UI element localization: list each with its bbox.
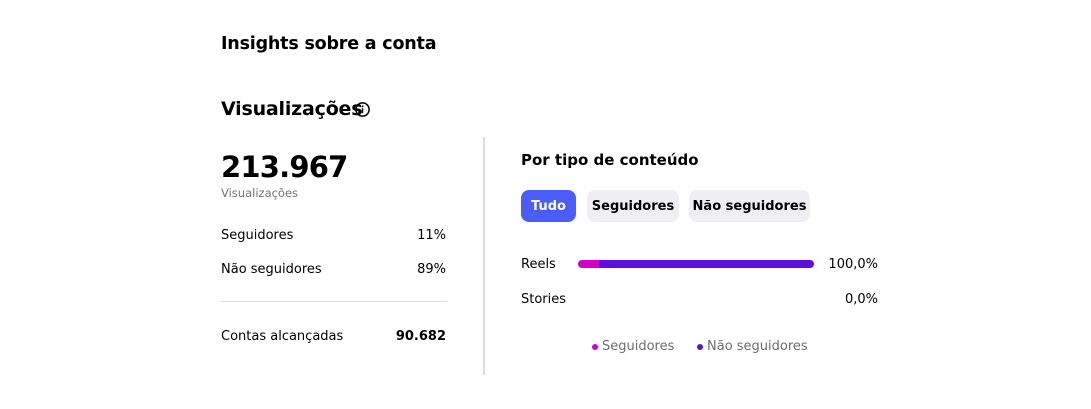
followers-value: 11% bbox=[417, 228, 446, 243]
legend-dot-non-followers bbox=[697, 343, 703, 350]
legend-followers: Seguidores bbox=[592, 339, 674, 354]
stories-label: Stories bbox=[521, 292, 567, 307]
reels-bar-followers bbox=[578, 260, 600, 268]
reels-bar bbox=[578, 260, 814, 268]
tab-all[interactable]: Tudo bbox=[521, 190, 576, 222]
accounts-reached-label: Contas alcançadas bbox=[221, 329, 344, 344]
views-total-caption: Visualizações bbox=[221, 186, 299, 200]
tab-followers[interactable]: Seguidores bbox=[587, 190, 679, 222]
reels-bar-non-followers bbox=[599, 260, 814, 268]
legend-non-followers-label: Não seguidores bbox=[707, 339, 808, 354]
reels-percent: 100,0% bbox=[828, 257, 878, 272]
legend-dot-followers bbox=[592, 343, 598, 350]
summary-divider bbox=[221, 301, 447, 302]
column-divider bbox=[483, 137, 485, 375]
legend-followers-label: Seguidores bbox=[602, 339, 675, 354]
content-type-title: Por tipo de conteúdo bbox=[521, 151, 699, 169]
tab-non-followers[interactable]: Não seguidores bbox=[689, 190, 810, 222]
section-title: Visualizações bbox=[221, 98, 363, 120]
page-title: Insights sobre a conta bbox=[221, 34, 437, 54]
reels-label: Reels bbox=[521, 257, 556, 272]
legend-non-followers: Não seguidores bbox=[697, 339, 808, 354]
non-followers-value: 89% bbox=[417, 262, 446, 277]
info-circle-icon[interactable] bbox=[354, 101, 371, 118]
followers-label: Seguidores bbox=[221, 228, 294, 243]
stories-percent: 0,0% bbox=[844, 292, 878, 307]
non-followers-label: Não seguidores bbox=[221, 262, 322, 277]
accounts-reached-value: 90.682 bbox=[395, 329, 446, 344]
views-total: 213.967 bbox=[221, 150, 348, 184]
